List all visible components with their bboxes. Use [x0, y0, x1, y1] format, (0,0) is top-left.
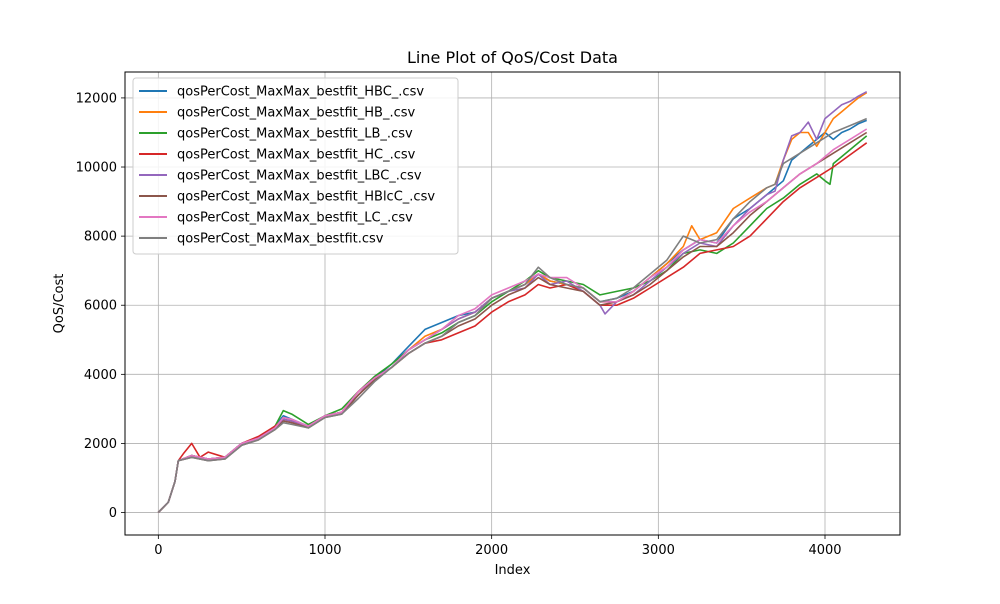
legend-label: qosPerCost_MaxMax_bestfit_HB_.csv [177, 106, 416, 121]
series-layer [157, 90, 868, 514]
series-line-7 [157, 128, 868, 514]
legend-label: qosPerCost_MaxMax_bestfit_LBC_.csv [177, 169, 422, 184]
series-line-8 [157, 117, 868, 514]
y-tick-label: 2000 [84, 437, 117, 452]
tick-layer: 0 1000 2000 3000 4000 0 2000 4000 6000 8000 10000 1… [76, 91, 842, 558]
y-tick-label: 8000 [84, 230, 117, 245]
x-axis-label: Index [495, 563, 531, 578]
legend-label: qosPerCost_MaxMax_bestfit_LC_.csv [177, 211, 413, 226]
legend-label: qosPerCost_MaxMax_bestfit_LB_.csv [177, 127, 413, 142]
legend-label: qosPerCost_MaxMax_bestfit_HBC_.csv [177, 85, 424, 100]
y-tick-label: 4000 [84, 368, 117, 383]
legend-label: qosPerCost_MaxMax_bestfit_HC_.csv [177, 148, 416, 163]
y-axis-label: QoS/Cost [52, 274, 67, 334]
plot-frame [124, 71, 901, 536]
legend-label: qosPerCost_MaxMax_bestfit.csv [177, 232, 384, 247]
x-tick-label: 2000 [475, 543, 508, 558]
legend-box [132, 77, 459, 255]
y-tick-label: 6000 [84, 299, 117, 314]
y-tick-label: 10000 [76, 161, 117, 176]
legend: qosPerCost_MaxMax_bestfit_HBC_.csv qosPer… [132, 77, 459, 255]
x-tick-label: 0 [154, 543, 162, 558]
x-tick-label: 3000 [642, 543, 675, 558]
y-tick-label: 12000 [76, 91, 117, 106]
chart-title: Line Plot of QoS/Cost Data [407, 48, 618, 67]
legend-label: qosPerCost_MaxMax_bestfit_HBlcC_.csv [177, 190, 435, 205]
x-tick-label: 1000 [308, 543, 341, 558]
grid-layer [125, 72, 900, 535]
x-tick-label: 4000 [808, 543, 841, 558]
y-tick-label: 0 [109, 506, 117, 521]
